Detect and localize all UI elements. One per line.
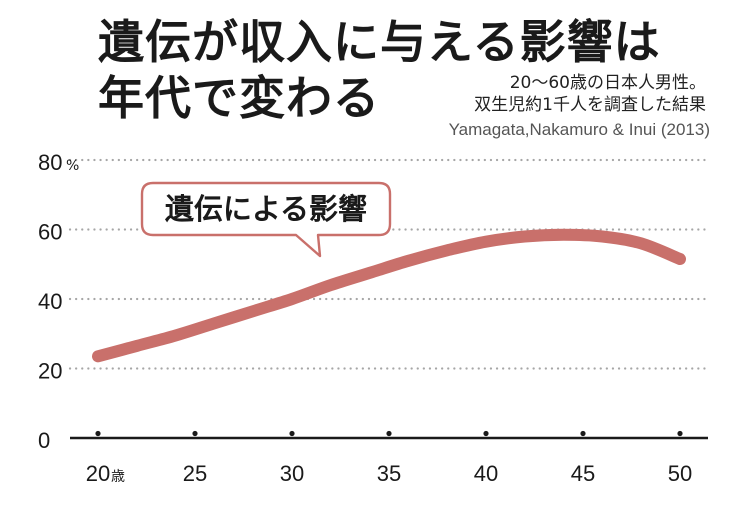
series-layer [92,228,686,363]
chart-title: 遺伝が収入に与える影響は 年代で変わる [98,14,661,126]
grid-lines [68,158,710,370]
y-tick-labels: 0 20 40 60 80% [38,150,79,453]
y-tick-label-0: 0 [38,428,50,453]
chart-title-line-1: 遺伝が収入に与える影響は [98,15,661,69]
annotation-layer: 遺伝による影響 [140,181,392,258]
x-tick-mark-30 [289,430,295,437]
x-tick-label-20: 20 [86,461,110,486]
chart-title-line-2: 年代で変わる [98,71,380,125]
x-tick-mark-20 [95,430,101,437]
chart-note-line-1: 20〜60歳の日本人男性。 [509,73,706,93]
x-tick-labels: 20 歳 25 30 35 40 45 50 [86,461,692,486]
x-unit-label: 歳 [111,469,125,485]
chart-source: Yamagata,Nakamuro & Inui (2013) [448,120,710,139]
x-tick-label-40: 40 [474,461,498,486]
y-tick-label-40: 40 [38,289,62,314]
series-line-0 [92,228,686,363]
x-tick-label-50: 50 [668,461,692,486]
y-unit-label: % [66,158,79,174]
annotation-bubble-0 [140,181,392,258]
x-tick-mark-25 [192,430,198,437]
y-tick-label-20: 20 [38,359,62,384]
x-tick-label-30: 30 [280,461,304,486]
x-tick-mark-45 [580,430,586,437]
x-tick-label-45: 45 [571,461,595,486]
x-tick-label-35: 35 [377,461,401,486]
chart-note-line-2: 双生児約1千人を調査した結果 [474,95,706,115]
x-tick-label-25: 25 [183,461,207,486]
annotation-label-0: 遺伝による影響 [165,192,367,226]
axes [70,430,708,440]
y-tick-label-80: 80 [38,150,62,175]
y-tick-label-60: 60 [38,220,62,245]
x-tick-mark-40 [483,430,489,437]
x-tick-mark-50 [677,430,683,437]
x-tick-mark-35 [386,430,392,437]
chart-note: 20〜60歳の日本人男性。 双生児約1千人を調査した結果 [474,72,706,116]
